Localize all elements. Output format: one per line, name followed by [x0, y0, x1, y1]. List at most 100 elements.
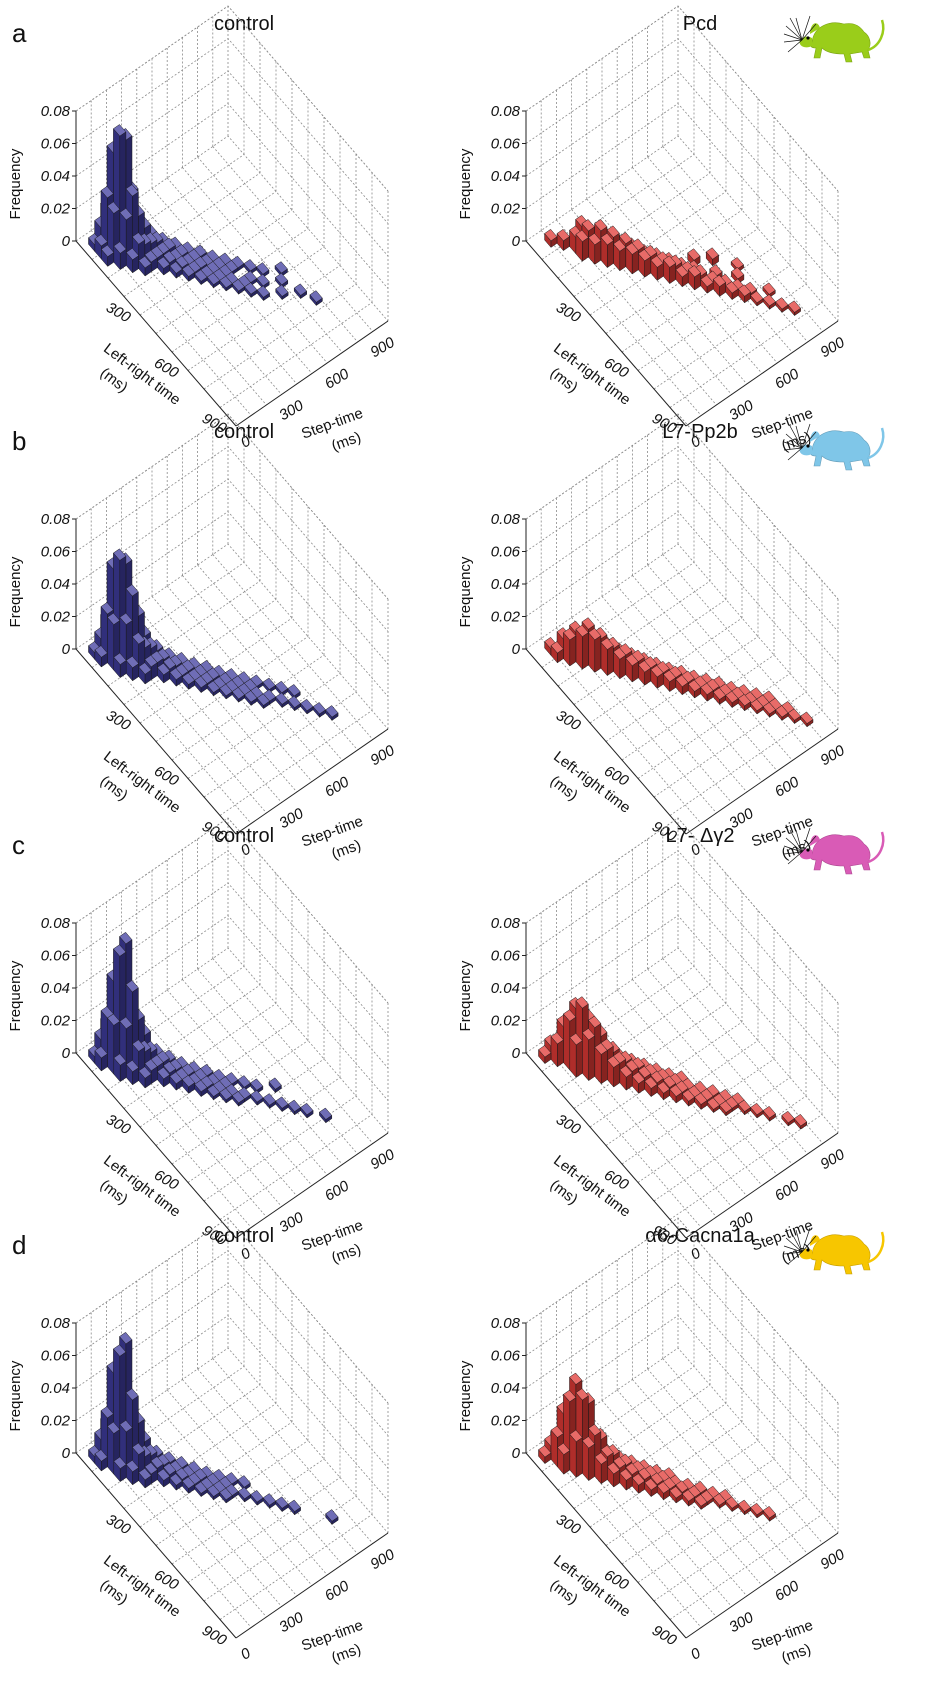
bar — [156, 662, 171, 684]
bars — [544, 214, 801, 317]
z-tick-label: 0 — [512, 233, 521, 250]
bar-top-face — [731, 266, 745, 280]
step-tick-label: 900 — [367, 334, 398, 362]
step-axis-line — [685, 728, 839, 835]
panel-title: Pcd — [683, 13, 717, 35]
bar-top-face — [737, 284, 751, 297]
bar-top-face — [113, 652, 127, 665]
bar-top-face — [581, 219, 595, 232]
chart-b-l7-pp2b: 00.020.040.060.083006009000300600900Freq… — [457, 413, 848, 863]
bar-top-face — [237, 1475, 251, 1488]
bar-top-face — [762, 1505, 776, 1519]
step-tick-label: 900 — [817, 334, 848, 362]
bar-side-face — [575, 1040, 583, 1078]
bar — [312, 702, 326, 718]
bar — [694, 1494, 708, 1511]
bar-top-face — [262, 1093, 277, 1106]
bar-top-face — [613, 239, 627, 252]
bar — [737, 284, 751, 304]
step-tick-label: 600 — [322, 1177, 353, 1205]
bar-top-face — [594, 1452, 608, 1465]
bar-top-face — [637, 249, 652, 262]
bar-top-face — [181, 672, 196, 685]
bar-top-face — [169, 667, 183, 681]
bar — [750, 698, 764, 715]
bar-top-face — [125, 584, 139, 597]
step-tick-label: 600 — [772, 1577, 803, 1605]
bar-top-face — [250, 1078, 264, 1091]
grid-line — [203, 283, 357, 390]
panel-title: L7- Δγ2 — [666, 825, 735, 847]
grid-line — [136, 198, 298, 385]
bar-top-face — [694, 1092, 708, 1105]
bar-top-face — [287, 695, 301, 708]
z-axis-label: Frequency — [7, 148, 24, 219]
grid-line — [151, 188, 313, 374]
z-axis-label: Frequency — [7, 1360, 24, 1431]
bar-top-face — [588, 627, 602, 641]
bar-top-face — [138, 255, 152, 269]
step-axis-line — [235, 728, 389, 835]
mouse-eye — [806, 1248, 810, 1252]
bar-top-face — [219, 275, 233, 289]
bar-top-face — [644, 1076, 658, 1089]
bar-top-face — [100, 244, 115, 258]
whisker — [783, 851, 803, 855]
grid-line — [662, 958, 824, 1144]
bar-top-face — [138, 1066, 152, 1079]
z-tick-label: 0.08 — [491, 103, 521, 120]
grid-line — [540, 230, 702, 416]
whisker — [789, 829, 803, 853]
bar — [669, 1486, 683, 1504]
mouse-whiskers — [783, 15, 817, 53]
bar — [669, 1084, 683, 1104]
grid-line — [540, 638, 702, 824]
bar — [181, 264, 196, 283]
whisker — [787, 851, 803, 865]
bar — [262, 1093, 277, 1110]
bar — [594, 1042, 608, 1085]
grid-line — [601, 188, 763, 374]
bar-top-face — [662, 1075, 677, 1088]
bar — [793, 1113, 808, 1130]
grid-line — [647, 564, 808, 751]
bar — [100, 244, 115, 268]
z-tick-label: 0.02 — [41, 1413, 71, 1430]
whisker — [801, 15, 811, 41]
bar — [219, 275, 233, 292]
bar-side-face — [600, 1049, 608, 1085]
bar-top-face — [569, 1372, 583, 1385]
bar-top-face — [113, 548, 127, 561]
z-tick-label: 0.04 — [41, 576, 70, 593]
bar-top-face — [250, 1089, 264, 1103]
bar-top-face — [750, 1102, 764, 1116]
bar — [206, 1484, 221, 1501]
bar-top-face — [569, 1429, 583, 1443]
bar-top-face — [113, 124, 127, 137]
grid-line — [621, 1458, 775, 1565]
bar-top-face — [550, 1425, 564, 1438]
bar-top-face — [275, 1096, 289, 1109]
bar — [705, 247, 719, 267]
bar — [650, 255, 664, 282]
grid-line — [616, 1389, 778, 1576]
bar-side-face — [607, 240, 614, 269]
bar — [606, 1462, 621, 1488]
bar-top-face — [231, 278, 245, 292]
bar-top-face — [163, 657, 177, 670]
bar-top-face — [650, 665, 664, 678]
bar — [600, 232, 614, 269]
bar-top-face — [750, 698, 764, 712]
z-tick-label: 0.04 — [41, 980, 70, 997]
bar-top-face — [662, 255, 677, 268]
bar-top-face — [662, 669, 677, 683]
bar — [712, 1493, 727, 1510]
bar-top-face — [669, 1486, 683, 1499]
bar — [94, 1046, 108, 1072]
bar — [169, 1473, 183, 1491]
bar-top-face — [550, 641, 564, 654]
bar-top-face — [750, 1502, 764, 1516]
bar-top-face — [625, 1059, 639, 1072]
bar — [256, 285, 270, 302]
bar — [181, 1074, 196, 1095]
